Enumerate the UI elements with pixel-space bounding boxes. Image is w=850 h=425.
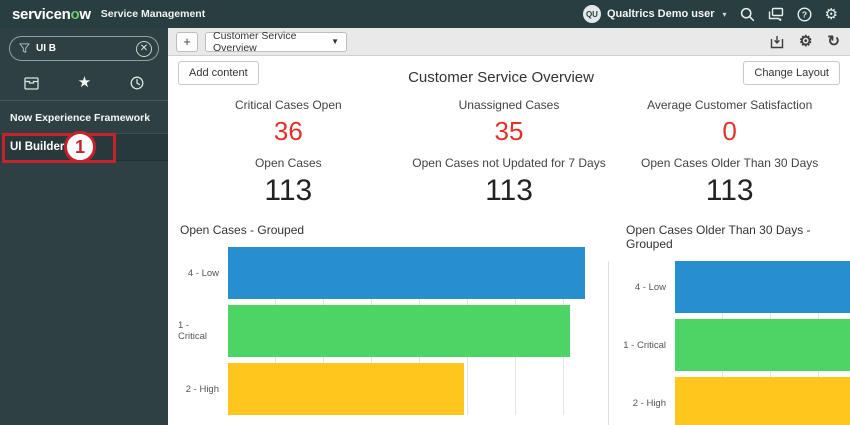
sidebar-section-label: Now Experience Framework bbox=[0, 101, 168, 133]
chart-category-axis: 4 - Low 1 - Critical 2 - High bbox=[609, 261, 675, 425]
metric-value: 35 bbox=[399, 116, 620, 147]
metric-avg-customer-satisfaction[interactable]: Average Customer Satisfaction 0 bbox=[619, 98, 840, 147]
metric-value: 113 bbox=[399, 174, 620, 208]
search-input[interactable] bbox=[36, 43, 136, 54]
dashboard-title: Customer Service Overview bbox=[259, 61, 744, 86]
sidebar: ✕ ★ Now Experience Framework UI Builder … bbox=[0, 28, 168, 425]
chart-plot-area bbox=[675, 261, 850, 425]
change-layout-button[interactable]: Change Layout bbox=[743, 61, 840, 85]
metrics-grid: Critical Cases Open 36 Unassigned Cases … bbox=[178, 98, 850, 208]
svg-text:?: ? bbox=[801, 9, 806, 19]
category-label: 2 - High bbox=[178, 363, 228, 415]
sidebar-tabs: ★ bbox=[0, 67, 168, 101]
chevron-down-icon: ▼ bbox=[331, 37, 339, 46]
history-icon[interactable] bbox=[130, 76, 144, 90]
chevron-down-icon: ▾ bbox=[723, 10, 727, 19]
category-label: 2 - High bbox=[609, 377, 675, 425]
bar-4-low[interactable] bbox=[675, 261, 850, 313]
metric-open-cases[interactable]: Open Cases 113 bbox=[178, 156, 399, 208]
annotation-step-badge: 1 bbox=[64, 131, 96, 163]
category-label: 1 - Critical bbox=[609, 319, 675, 371]
user-menu[interactable]: QU Qualtrics Demo user ▾ bbox=[583, 5, 727, 23]
refresh-icon[interactable]: ↻ bbox=[827, 34, 840, 49]
metric-critical-cases-open[interactable]: Critical Cases Open 36 bbox=[178, 98, 399, 147]
metric-unassigned-cases[interactable]: Unassigned Cases 35 bbox=[399, 98, 620, 147]
app-header: servicenow Service Management QU Qualtri… bbox=[0, 0, 850, 28]
avatar: QU bbox=[583, 5, 601, 23]
category-label: 4 - Low bbox=[178, 247, 228, 299]
sidebar-item-ui-builder[interactable]: UI Builder ↗ 1 bbox=[0, 133, 168, 161]
metric-label: Unassigned Cases bbox=[399, 98, 620, 112]
metric-value: 113 bbox=[178, 174, 399, 208]
metric-open-cases-older-30-days[interactable]: Open Cases Older Than 30 Days 113 bbox=[619, 156, 840, 208]
dashboard-selector[interactable]: Customer Service Overview ▼ bbox=[205, 32, 347, 52]
save-icon[interactable] bbox=[770, 35, 784, 49]
metric-value: 36 bbox=[178, 116, 399, 147]
chart-category-axis: 4 - Low 1 - Critical 2 - High bbox=[178, 247, 228, 415]
metric-label: Open Cases bbox=[178, 156, 399, 170]
gear-icon[interactable]: ⚙ bbox=[799, 34, 812, 49]
chart-title: Open Cases Older Than 30 Days - Grouped bbox=[626, 223, 850, 251]
metric-label: Open Cases not Updated for 7 Days bbox=[399, 156, 620, 170]
nav-item-label: UI Builder bbox=[10, 141, 64, 153]
logo-text: servicen bbox=[12, 6, 70, 23]
gear-icon[interactable]: ⚙ bbox=[825, 5, 838, 23]
user-name: Qualtrics Demo user bbox=[607, 8, 715, 20]
product-name: Service Management bbox=[101, 8, 205, 20]
bar-2-high[interactable] bbox=[675, 377, 850, 425]
clear-search-icon[interactable]: ✕ bbox=[136, 41, 152, 57]
all-applications-icon[interactable] bbox=[24, 77, 39, 90]
dashboard-toolbar: + Customer Service Overview ▼ ⚙ ↻ bbox=[168, 28, 850, 56]
metric-value: 0 bbox=[619, 116, 840, 147]
bar-1-critical[interactable] bbox=[675, 319, 850, 371]
metric-open-cases-not-updated-7-days[interactable]: Open Cases not Updated for 7 Days 113 bbox=[399, 156, 620, 208]
metric-value: 113 bbox=[619, 174, 840, 208]
category-label: 4 - Low bbox=[609, 261, 675, 313]
chart-open-cases-older-30-days-grouped: Open Cases Older Than 30 Days - Grouped … bbox=[608, 223, 850, 425]
help-icon[interactable]: ? bbox=[797, 7, 812, 22]
logo-text-w: w bbox=[79, 6, 90, 23]
dashboard-content: Add content Customer Service Overview Ch… bbox=[168, 56, 850, 425]
metric-label: Critical Cases Open bbox=[178, 98, 399, 112]
add-tab-button[interactable]: + bbox=[176, 32, 198, 52]
filter-icon bbox=[19, 43, 30, 54]
bar-2-high[interactable] bbox=[228, 363, 464, 415]
search-icon[interactable] bbox=[740, 7, 755, 22]
dashboard-selector-value: Customer Service Overview bbox=[213, 30, 329, 54]
bar-1-critical[interactable] bbox=[228, 305, 570, 357]
chart-title: Open Cases - Grouped bbox=[180, 223, 608, 237]
metric-label: Open Cases Older Than 30 Days bbox=[619, 156, 840, 170]
favorites-icon[interactable]: ★ bbox=[78, 76, 91, 90]
metric-label: Average Customer Satisfaction bbox=[619, 98, 840, 112]
category-label: 1 - Critical bbox=[178, 305, 228, 357]
chart-open-cases-grouped: Open Cases - Grouped 4 - Low 1 - Critical… bbox=[178, 223, 608, 425]
charts-row: Open Cases - Grouped 4 - Low 1 - Critical… bbox=[178, 223, 850, 425]
add-content-button[interactable]: Add content bbox=[178, 61, 259, 85]
servicenow-logo: servicenow bbox=[12, 6, 91, 23]
bar-4-low[interactable] bbox=[228, 247, 585, 299]
chart-plot-area bbox=[228, 247, 608, 415]
chat-icon[interactable] bbox=[768, 7, 784, 21]
sidebar-search[interactable]: ✕ bbox=[9, 36, 159, 61]
